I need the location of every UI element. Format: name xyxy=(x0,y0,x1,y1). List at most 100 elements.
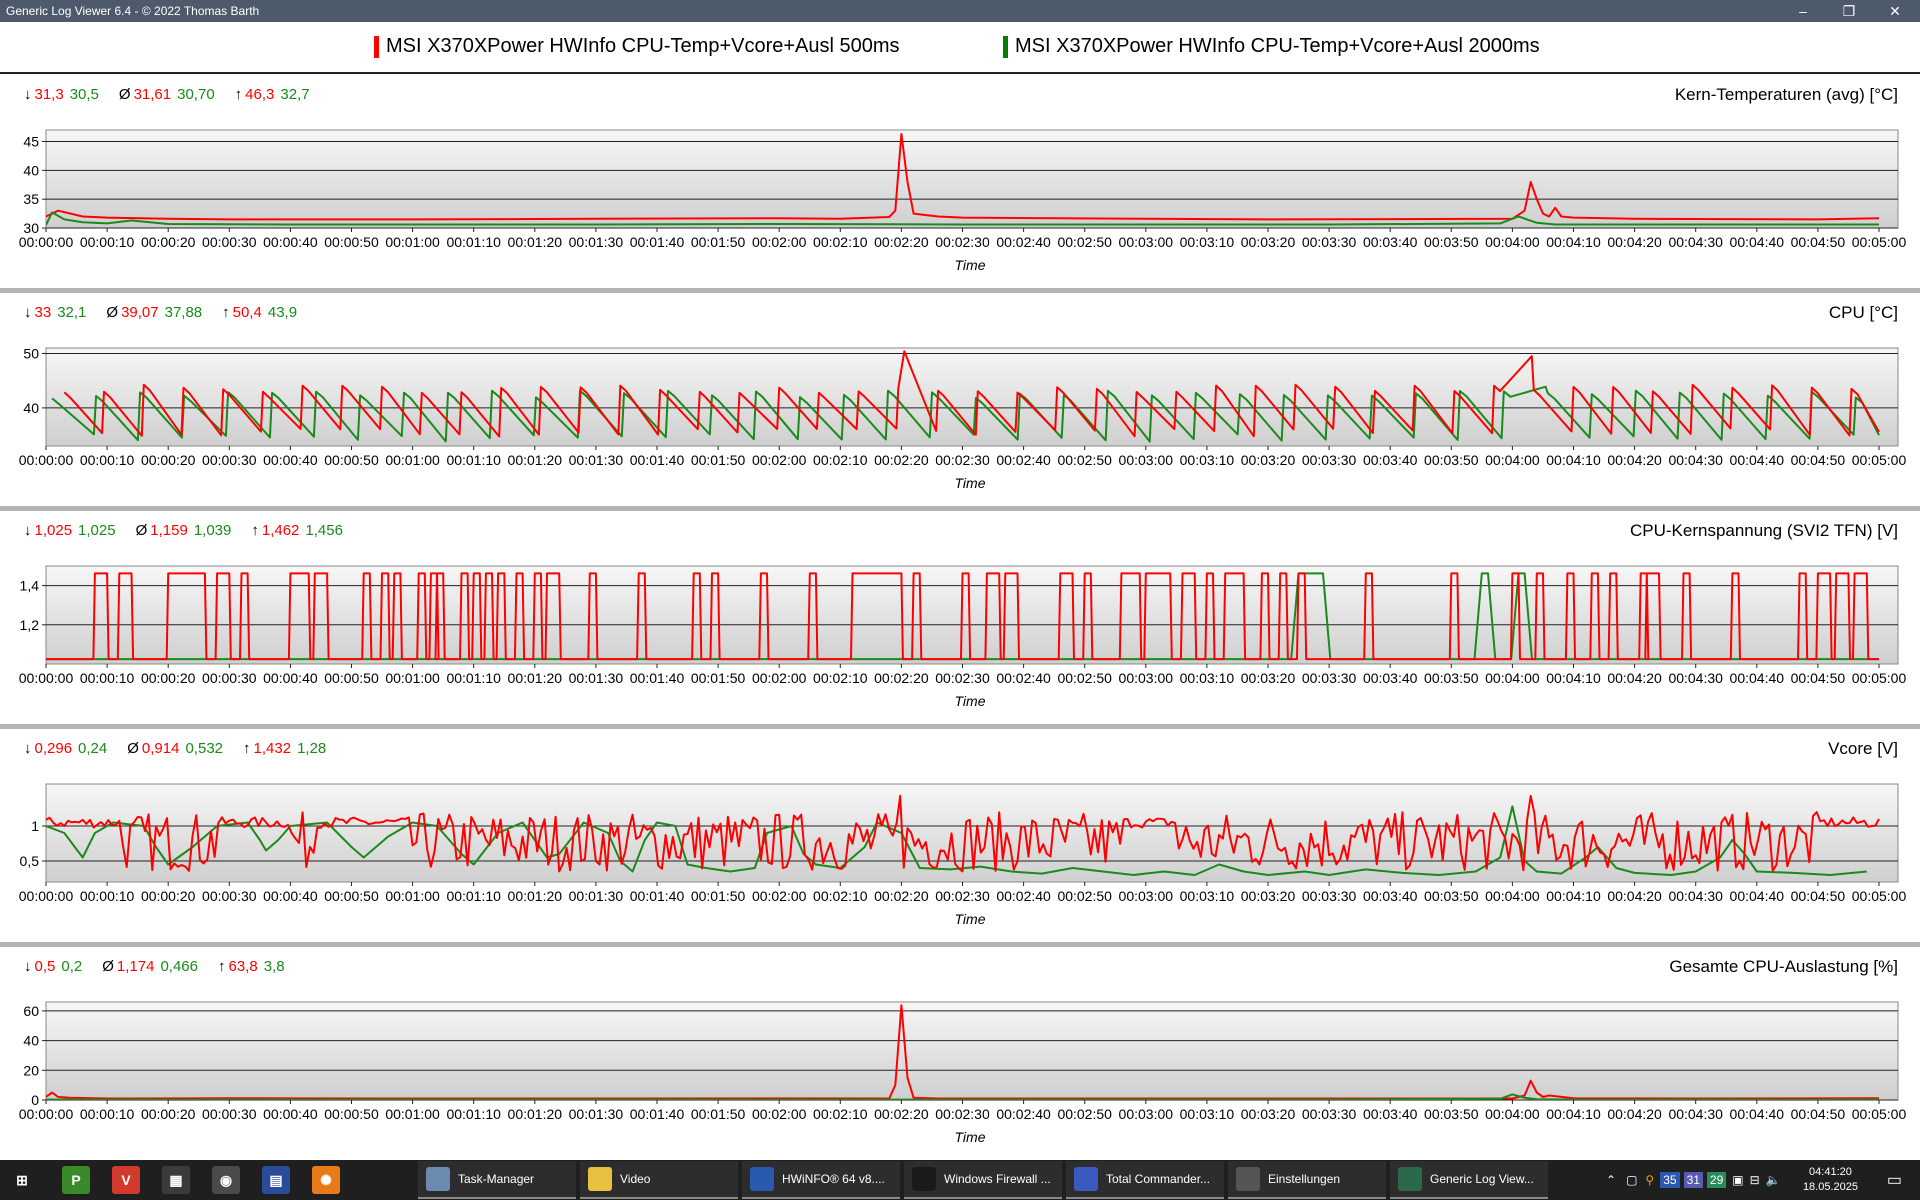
series-line-500ms xyxy=(46,1004,1880,1100)
x-tick-label: 00:01:50 xyxy=(691,1106,746,1122)
x-tick-label: 00:00:10 xyxy=(80,670,135,686)
x-axis-label: Time xyxy=(955,911,986,927)
x-tick-label: 00:04:40 xyxy=(1730,452,1785,468)
x-tick-label: 00:02:50 xyxy=(1057,888,1112,904)
pinned-app[interactable]: ▦ xyxy=(162,1160,190,1200)
x-tick-label: 00:00:30 xyxy=(202,234,257,250)
stat-max-red: 1,462 xyxy=(261,522,300,539)
y-tick-label: 40 xyxy=(23,162,39,178)
pinned-app[interactable]: ▤ xyxy=(262,1160,290,1200)
min-icon: ↓ xyxy=(24,740,32,757)
taskbar-window-button[interactable]: Windows Firewall ... xyxy=(904,1161,1062,1199)
chart-panel[interactable]: ↓ 31,3 30,5 Ø 31,61 30,70 ↑ 46,3 32,7 Kern-Temper… xyxy=(0,74,1920,286)
x-tick-label: 00:04:20 xyxy=(1607,670,1662,686)
chart-svg[interactable]: 0 20 40 60 00:00:00 00:00:10 00:00:20 00:00:30 0… xyxy=(0,946,1920,1158)
x-tick-label: 00:04:30 xyxy=(1668,234,1723,250)
x-tick-label: 00:02:40 xyxy=(996,234,1051,250)
window-icon[interactable]: ▢ xyxy=(1626,1173,1638,1187)
panel-separator[interactable] xyxy=(0,288,1920,293)
x-tick-label: 00:04:10 xyxy=(1546,670,1601,686)
x-tick-label: 00:01:20 xyxy=(508,234,563,250)
taskbar-window-button[interactable]: HWiNFO® 64 v8.... xyxy=(742,1161,900,1199)
x-tick-label: 00:00:00 xyxy=(19,234,74,250)
x-tick-label: 00:02:40 xyxy=(996,452,1051,468)
x-tick-label: 00:04:10 xyxy=(1546,888,1601,904)
notification-icon[interactable]: ▭ xyxy=(1886,1172,1902,1189)
y-tick-label: 40 xyxy=(23,1033,39,1049)
x-tick-label: 00:02:00 xyxy=(752,670,807,686)
x-tick-label: 00:04:10 xyxy=(1546,452,1601,468)
taskbar-window-button[interactable]: Generic Log View... xyxy=(1390,1161,1548,1199)
x-tick-label: 00:03:10 xyxy=(1180,1106,1235,1122)
series-group xyxy=(46,1004,1880,1100)
chevron-up-icon[interactable]: ⌃ xyxy=(1606,1173,1617,1187)
x-tick-label: 00:03:50 xyxy=(1424,888,1479,904)
x-tick-label: 00:02:30 xyxy=(935,670,990,686)
x-tick-label: 00:01:10 xyxy=(446,234,501,250)
pinned-app[interactable]: ✺ xyxy=(312,1160,340,1200)
chart-panel[interactable]: ↓ 0,296 0,24 Ø 0,914 0,532 ↑ 1,432 1,28 Vcore [V]… xyxy=(0,728,1920,940)
series-group xyxy=(46,794,1880,876)
chart-title: CPU-Kernspannung (SVI2 TFN) [V] xyxy=(1629,521,1898,540)
panel-separator[interactable] xyxy=(0,724,1920,729)
x-tick-label: 00:03:50 xyxy=(1424,1106,1479,1122)
x-tick-label: 00:03:10 xyxy=(1180,234,1235,250)
x-tick-label: 00:03:10 xyxy=(1180,452,1235,468)
taskbar-window-button[interactable]: Total Commander... xyxy=(1066,1161,1224,1199)
xnview-icon: ✺ xyxy=(312,1166,340,1194)
stat-avg-green: 37,88 xyxy=(164,304,203,321)
minimize-button[interactable]: – xyxy=(1799,3,1807,19)
stat-avg-green: 1,039 xyxy=(193,522,232,539)
network-icon[interactable]: ⊟ xyxy=(1749,1173,1760,1187)
plot-area[interactable] xyxy=(45,129,1899,229)
tray-badge-2[interactable]: 31 xyxy=(1683,1172,1703,1188)
x-tick-label: 00:01:30 xyxy=(569,670,624,686)
x-tick-label: 00:03:20 xyxy=(1241,234,1296,250)
plot-area[interactable] xyxy=(45,783,1899,883)
stat-avg-green: 0,532 xyxy=(185,740,224,757)
plot-area[interactable] xyxy=(45,565,1899,665)
stat-max-red: 50,4 xyxy=(232,304,262,321)
plot-area[interactable] xyxy=(45,1001,1899,1101)
x-tick-label: 00:03:20 xyxy=(1241,888,1296,904)
chart-svg[interactable]: 30 35 40 45 00:00:00 00:00:10 00:00:20 00:00:30… xyxy=(0,74,1920,286)
search-tool-icon[interactable]: ⚲ xyxy=(1645,1173,1655,1187)
windows-taskbar: ⊞ P V ▦ ◉ ▤ ✺ Task-Manager Video HWiNFO® 64 v8..… xyxy=(0,1160,1920,1200)
legend-item-500ms[interactable]: MSI X370XPower HWInfo CPU-Temp+Vcore+Aus… xyxy=(374,35,900,58)
taskbar-window-button[interactable]: Task-Manager xyxy=(418,1161,576,1199)
clock[interactable]: 04:41:20 18.05.2025 xyxy=(1803,1165,1858,1195)
restore-button[interactable]: ❐ xyxy=(1842,3,1856,19)
chip-icon[interactable]: ▣ xyxy=(1732,1173,1744,1187)
tray-badge-1[interactable]: 35 xyxy=(1660,1172,1680,1188)
chart-panel[interactable]: ↓ 0,5 0,2 Ø 1,174 0,466 ↑ 63,8 3,8 Gesamte CPU-Au… xyxy=(0,946,1920,1158)
x-tick-label: 00:02:40 xyxy=(996,888,1051,904)
floppy-icon: ▤ xyxy=(262,1166,290,1194)
panel-separator[interactable] xyxy=(0,942,1920,947)
chart-svg[interactable]: 1,2 1,4 00:00:00 00:00:10 00:00:20 00:00:30 00… xyxy=(0,510,1920,722)
x-tick-label: 00:00:40 xyxy=(263,670,318,686)
tray-badge-3[interactable]: 29 xyxy=(1706,1172,1727,1188)
stat-max-red: 63,8 xyxy=(228,958,258,975)
chart-panel[interactable]: ↓ 1,025 1,025 Ø 1,159 1,039 ↑ 1,462 1,456 CPU-Ker… xyxy=(0,510,1920,722)
taskbar-window-button[interactable]: Einstellungen xyxy=(1228,1161,1386,1199)
chart-svg[interactable]: 40 50 00:00:00 00:00:10 00:00:20 00:00:30 00:0… xyxy=(0,292,1920,504)
taskbar-window-label: Windows Firewall ... xyxy=(944,1172,1051,1186)
taskbar-window-button[interactable]: Video xyxy=(580,1161,738,1199)
pinned-app[interactable]: V xyxy=(112,1160,140,1200)
y-tick-label: 35 xyxy=(23,191,39,207)
pinned-app[interactable]: P xyxy=(62,1160,90,1200)
start-button[interactable]: ⊞ xyxy=(8,1160,36,1200)
max-icon: ↑ xyxy=(234,86,243,103)
panel-separator[interactable] xyxy=(0,506,1920,511)
x-tick-label: 00:00:40 xyxy=(263,888,318,904)
legend-item-2000ms[interactable]: MSI X370XPower HWInfo CPU-Temp+Vcore+Aus… xyxy=(1003,35,1540,58)
x-tick-label: 00:01:40 xyxy=(630,452,685,468)
chart-svg[interactable]: 0,5 1 00:00:00 00:00:10 00:00:20 00:00:30 00:0… xyxy=(0,728,1920,940)
pinned-app[interactable]: ◉ xyxy=(212,1160,240,1200)
chart-panel[interactable]: ↓ 33 32,1 Ø 39,07 37,88 ↑ 50,4 43,9 CPU [°C] 40 50 0… xyxy=(0,292,1920,504)
series-line-2000ms xyxy=(46,211,1879,226)
volume-icon[interactable]: 🔈 xyxy=(1765,1173,1781,1187)
close-button[interactable]: ✕ xyxy=(1889,3,1901,19)
stat-max-green: 3,8 xyxy=(263,958,285,975)
x-tick-label: 00:02:20 xyxy=(874,234,929,250)
